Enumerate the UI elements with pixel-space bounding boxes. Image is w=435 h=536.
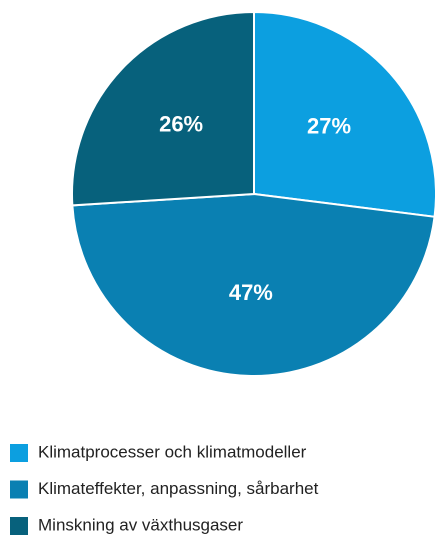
pie-slice	[253, 10, 435, 218]
legend-swatch	[10, 517, 28, 535]
legend-label: Klimateffekter, anpassning, sårbarhet	[38, 479, 319, 498]
legend-swatch	[10, 444, 28, 462]
slice-label: 47%	[229, 280, 273, 305]
legend-label: Klimatprocesser och klimatmodeller	[38, 442, 307, 461]
slice-label: 26%	[159, 111, 203, 136]
slice-label: 27%	[307, 114, 351, 139]
pie-slice	[71, 10, 255, 207]
pie-slice	[71, 192, 435, 377]
legend-label: Minskning av växthusgaser	[38, 515, 243, 534]
legend-swatch	[10, 480, 28, 499]
